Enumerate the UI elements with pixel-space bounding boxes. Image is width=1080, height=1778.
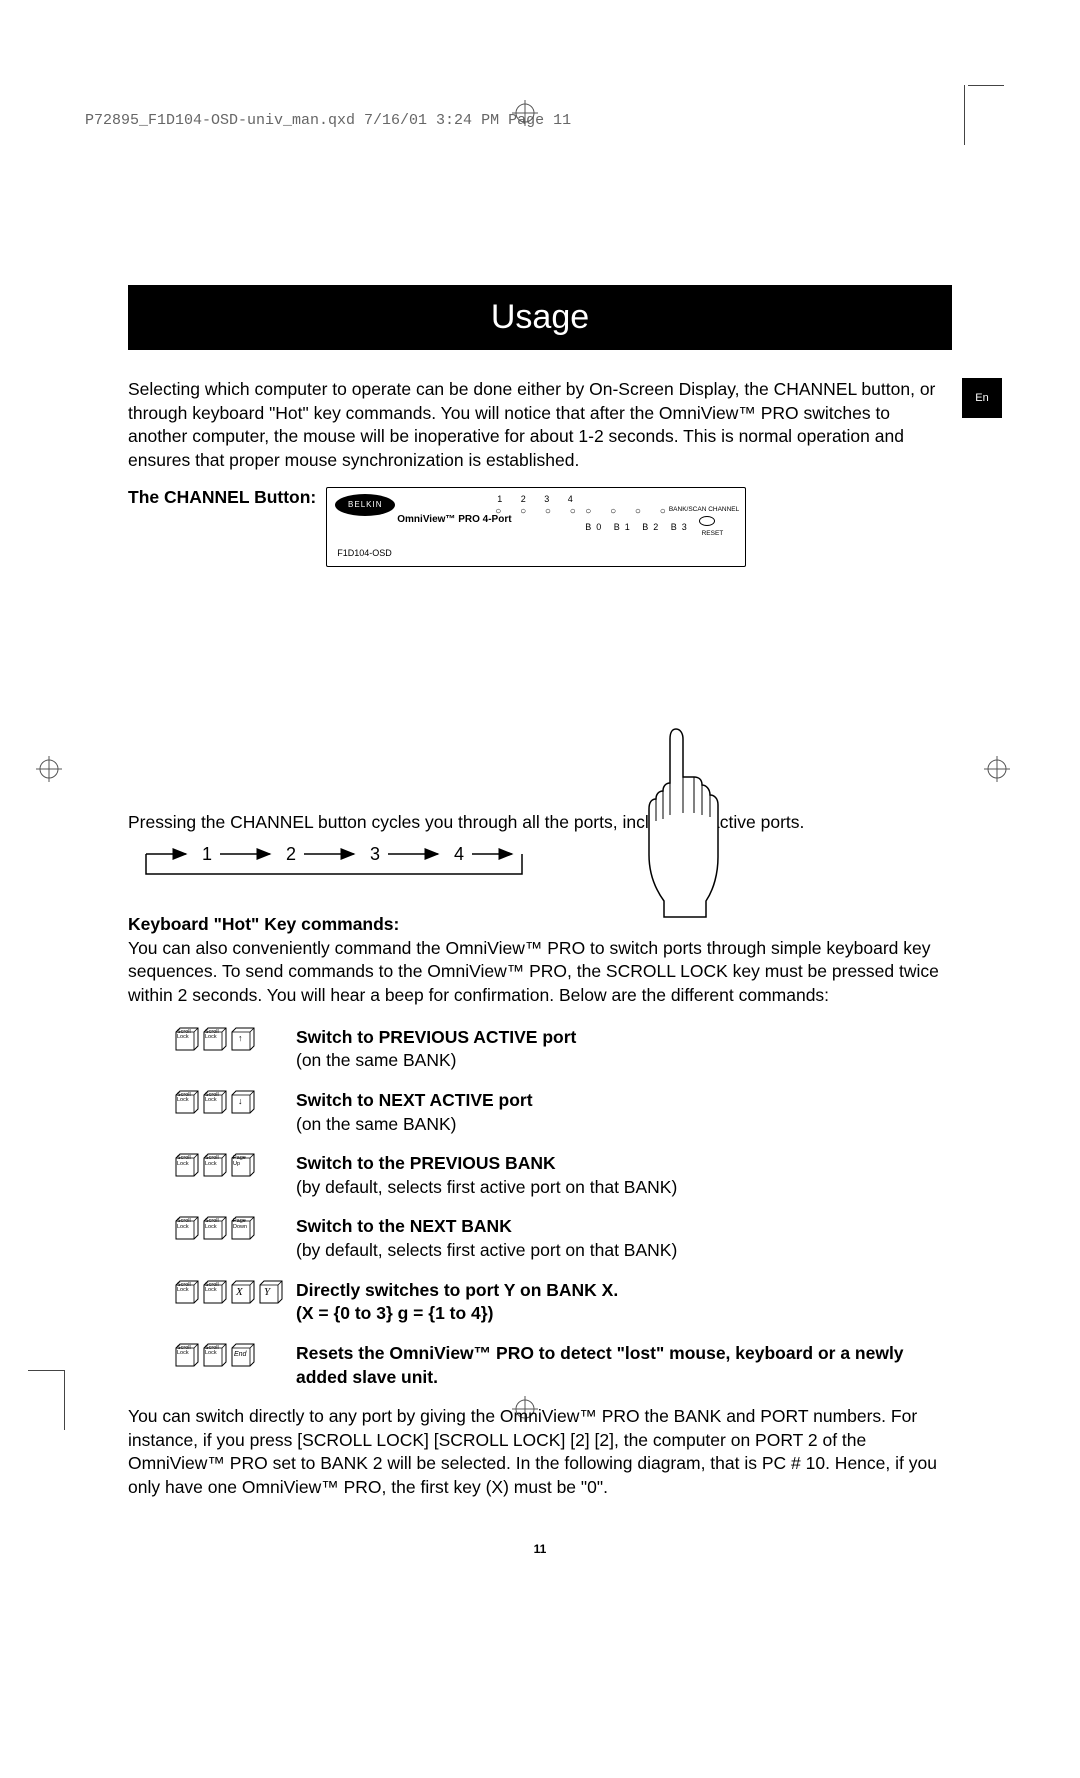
bank-scan-label: BANK/SCAN CHANNEL	[669, 506, 739, 513]
hand-pointing-icon	[636, 725, 726, 920]
command-row: ScrollLockScrollLock↓Switch to NEXT ACTI…	[174, 1089, 952, 1136]
device-bank-leds: ○ ○ ○ ○	[585, 506, 674, 517]
key-icon: ScrollLock	[174, 1089, 200, 1115]
key-icon: ScrollLock	[174, 1342, 200, 1368]
key-icon: ScrollLock	[202, 1152, 228, 1178]
svg-text:4: 4	[454, 844, 464, 864]
command-text: Switch to the NEXT BANK(by default, sele…	[296, 1215, 952, 1262]
svg-text:1: 1	[202, 844, 212, 864]
key-icon: PageUp	[230, 1152, 256, 1178]
key-icon: ↑	[230, 1026, 256, 1052]
key-sequence: ScrollLockScrollLockPageDown	[174, 1215, 296, 1241]
hotkey-intro-text: You can also conveniently command the Om…	[128, 938, 939, 1005]
device-bank-numbers: B0 B1 B2 B3	[585, 522, 692, 532]
intro-paragraph: Selecting which computer to operate can …	[128, 378, 952, 473]
registration-mark-right	[984, 756, 1010, 782]
belkin-logo: BELKIN	[335, 494, 395, 516]
key-sequence: ScrollLockScrollLockEnd	[174, 1342, 296, 1368]
crop-mark	[28, 1370, 64, 1371]
cycle-sequence-diagram: 1 2 3 4	[128, 840, 528, 884]
key-icon: End	[230, 1342, 256, 1368]
key-sequence: ScrollLockScrollLockXY	[174, 1279, 296, 1305]
registration-mark-left	[36, 756, 62, 782]
command-list: ScrollLockScrollLock↑Switch to PREVIOUS …	[174, 1026, 952, 1390]
key-icon: ScrollLock	[202, 1215, 228, 1241]
crop-mark	[968, 85, 1004, 86]
key-icon: ScrollLock	[202, 1279, 228, 1305]
language-tab: En	[962, 378, 1002, 418]
registration-mark-top	[512, 100, 538, 126]
crop-mark	[64, 1370, 65, 1430]
command-text: Directly switches to port Y on BANK X.(X…	[296, 1279, 952, 1326]
svg-text:2: 2	[286, 844, 296, 864]
channel-button-label: The CHANNEL Button:	[128, 487, 316, 508]
crop-mark	[964, 85, 965, 145]
command-text: Switch to the PREVIOUS BANK(by default, …	[296, 1152, 952, 1199]
page-title: Usage	[128, 285, 952, 350]
key-icon: ScrollLock	[174, 1215, 200, 1241]
command-row: ScrollLockScrollLock↑Switch to PREVIOUS …	[174, 1026, 952, 1073]
channel-cycle-text: Pressing the CHANNEL button cycles you t…	[128, 811, 952, 835]
key-sequence: ScrollLockScrollLockPageUp	[174, 1152, 296, 1178]
key-icon: ScrollLock	[174, 1026, 200, 1052]
command-row: ScrollLockScrollLockXYDirectly switches …	[174, 1279, 952, 1326]
command-text: Resets the OmniView™ PRO to detect "lost…	[296, 1342, 952, 1389]
command-text: Switch to PREVIOUS ACTIVE port(on the sa…	[296, 1026, 952, 1073]
key-sequence: ScrollLockScrollLock↑	[174, 1026, 296, 1052]
print-slugline: P72895_F1D104-OSD-univ_man.qxd 7/16/01 3…	[85, 112, 571, 129]
device-model: F1D104-OSD	[337, 548, 392, 558]
hotkey-heading: Keyboard "Hot" Key commands:	[128, 914, 399, 934]
key-icon: ScrollLock	[202, 1342, 228, 1368]
key-icon: X	[230, 1279, 256, 1305]
key-icon: ↓	[230, 1089, 256, 1115]
reset-label: RESET	[702, 530, 724, 537]
key-icon: ScrollLock	[174, 1279, 200, 1305]
hotkey-section: Keyboard "Hot" Key commands: You can als…	[128, 913, 952, 1008]
channel-button-section: The CHANNEL Button: BELKIN 1 2 3 4 ○ ○ ○…	[128, 487, 952, 567]
page-content: Usage En Selecting which computer to ope…	[128, 285, 952, 1500]
svg-text:3: 3	[370, 844, 380, 864]
final-paragraph: You can switch directly to any port by g…	[128, 1405, 952, 1500]
key-icon: ScrollLock	[202, 1026, 228, 1052]
key-icon: PageDown	[230, 1215, 256, 1241]
command-row: ScrollLockScrollLockEndResets the OmniVi…	[174, 1342, 952, 1389]
device-diagram: BELKIN 1 2 3 4 ○ ○ ○ ○ ○ ○ ○ ○ OmniView™…	[326, 487, 746, 567]
key-icon: ScrollLock	[174, 1152, 200, 1178]
key-icon: ScrollLock	[202, 1089, 228, 1115]
device-brand: OmniView™ PRO 4-Port	[397, 514, 511, 525]
command-row: ScrollLockScrollLockPageDownSwitch to th…	[174, 1215, 952, 1262]
key-icon: Y	[258, 1279, 284, 1305]
key-sequence: ScrollLockScrollLock↓	[174, 1089, 296, 1115]
page-number: 11	[534, 1542, 547, 1556]
command-row: ScrollLockScrollLockPageUpSwitch to the …	[174, 1152, 952, 1199]
command-text: Switch to NEXT ACTIVE port(on the same B…	[296, 1089, 952, 1136]
device-port-numbers: 1 2 3 4	[497, 494, 581, 504]
channel-button-icon	[699, 516, 715, 526]
